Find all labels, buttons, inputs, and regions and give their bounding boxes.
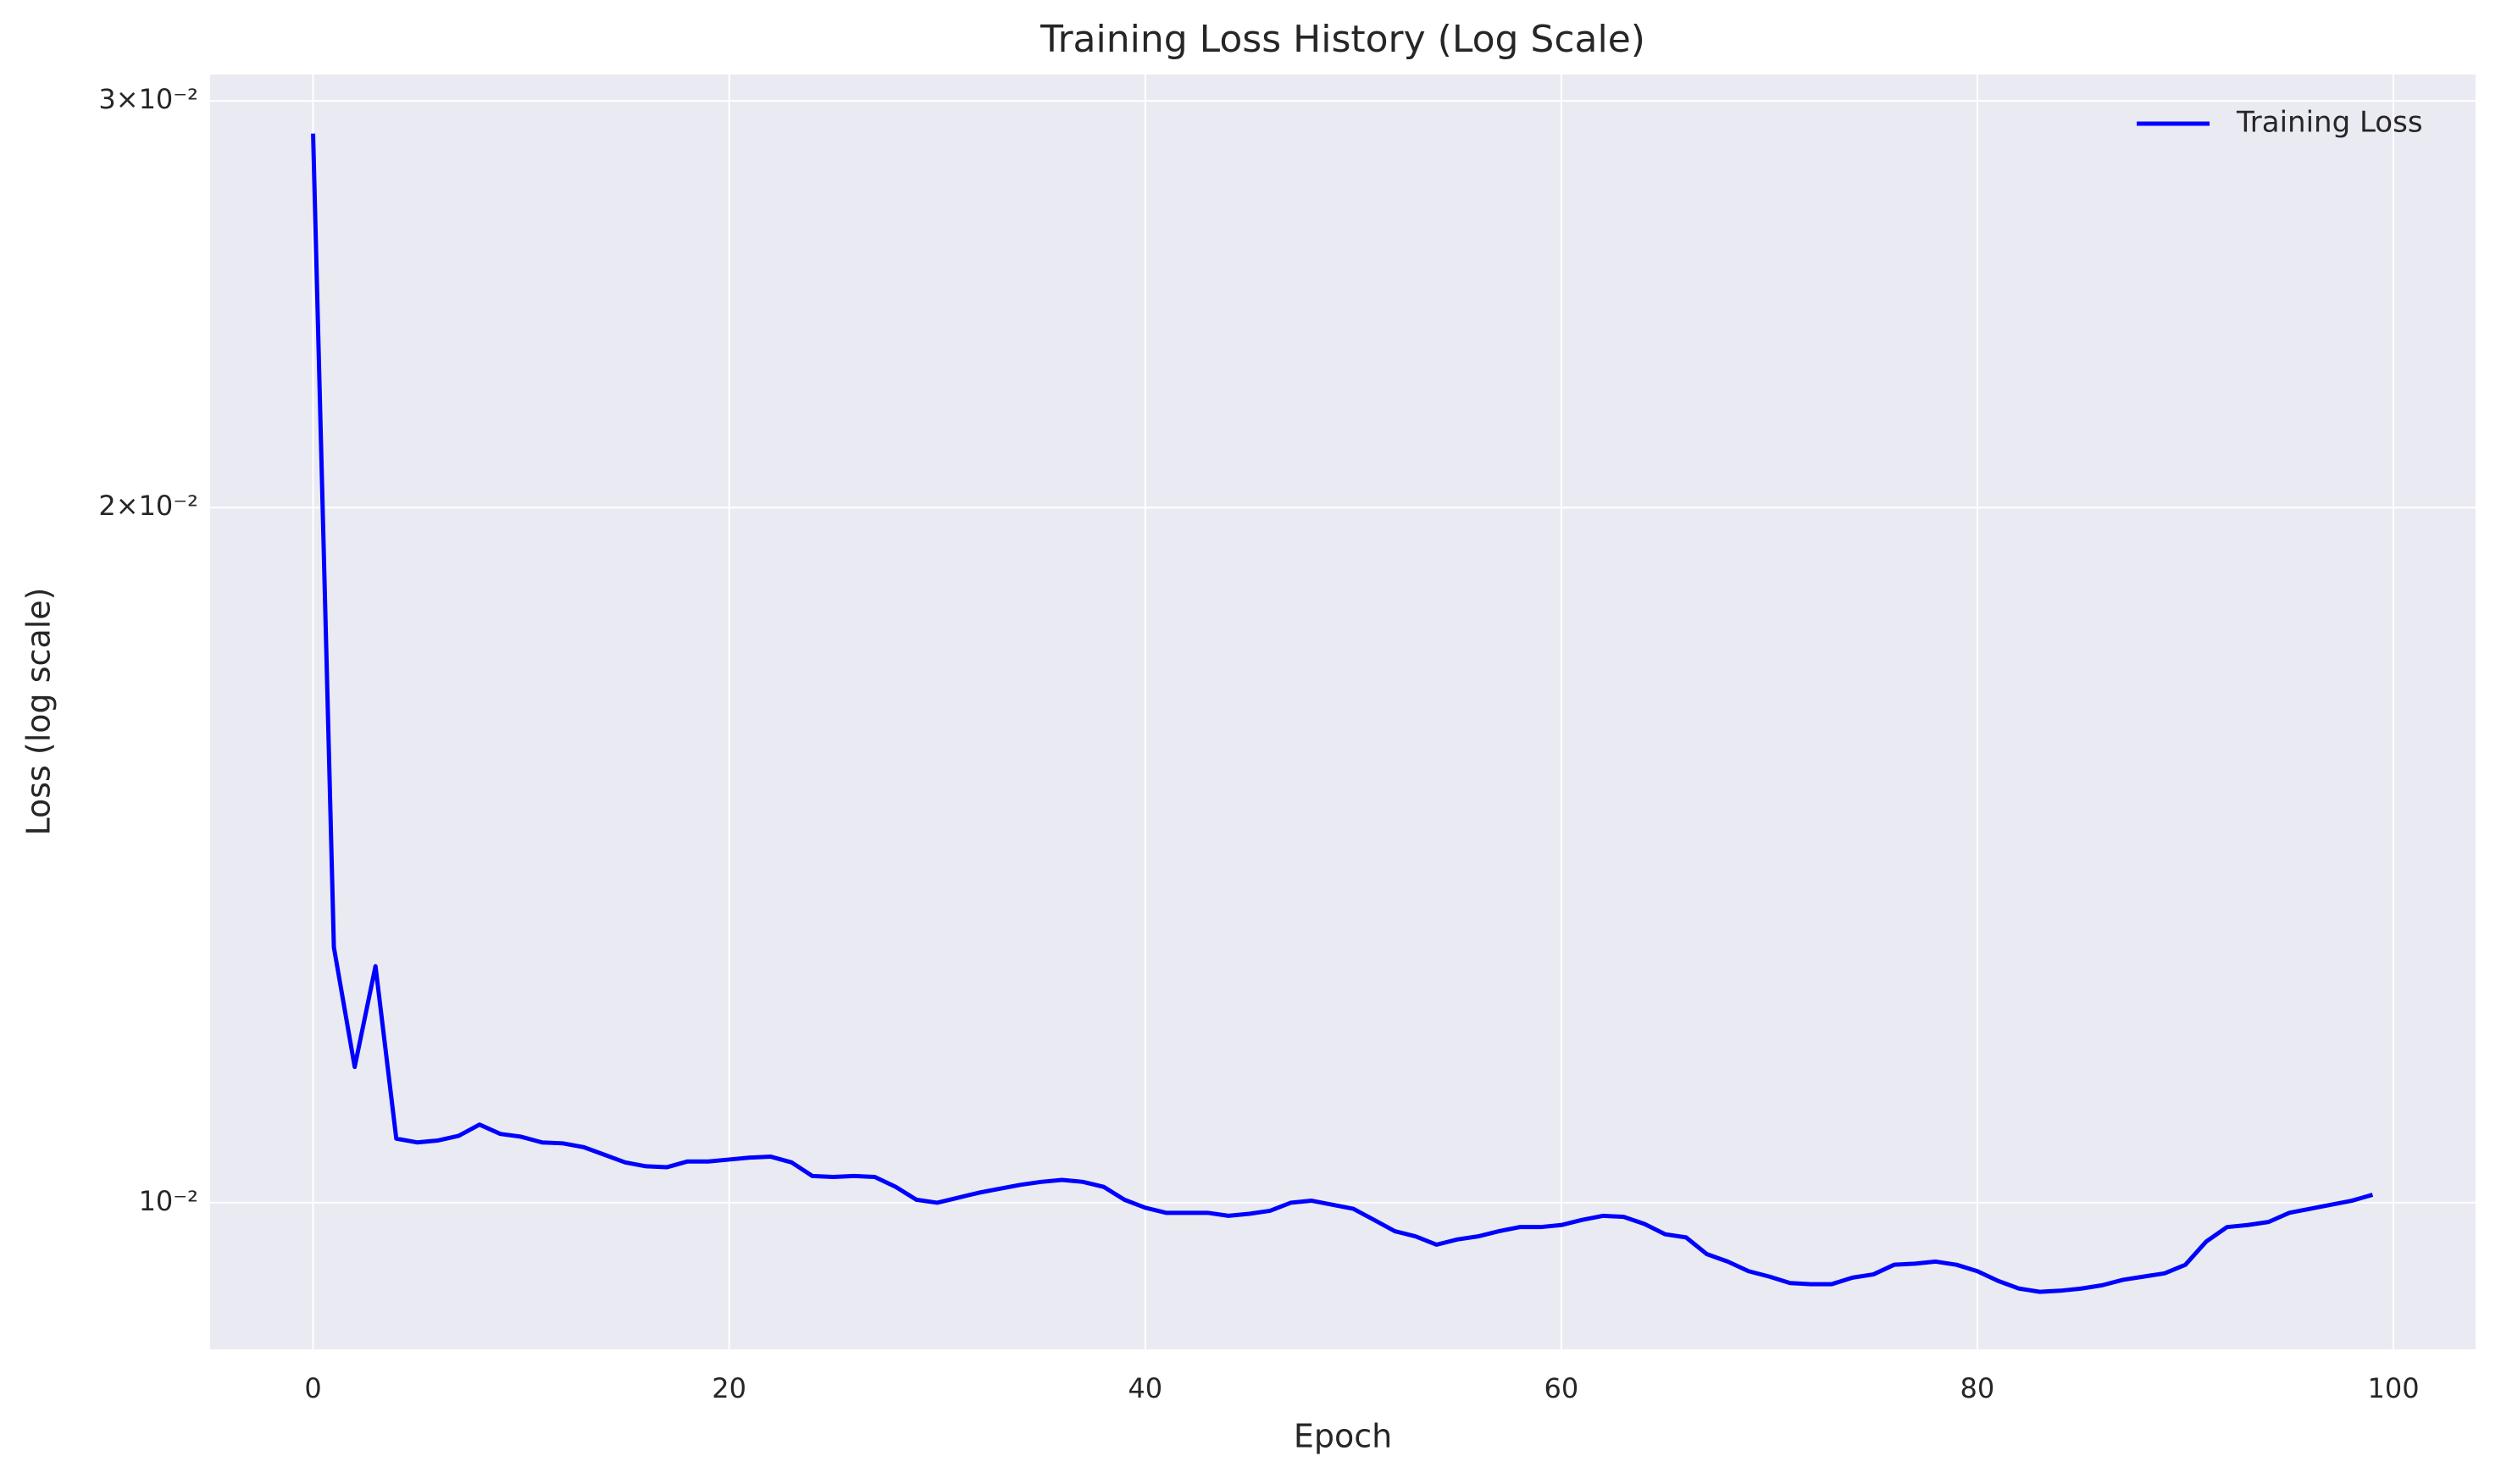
line-series	[311, 133, 2374, 1294]
plot-area	[210, 75, 2476, 1349]
x-tick-label: 0	[304, 1372, 321, 1404]
legend-label: Training Loss	[2236, 106, 2423, 140]
x-tick-label: 40	[1128, 1372, 1162, 1404]
x-axis-label: Epoch	[1294, 1418, 1392, 1455]
x-tick-label: 100	[2367, 1372, 2419, 1404]
chart-title: Training Loss History (Log Scale)	[1040, 18, 1645, 61]
y-axis-label: Loss (log scale)	[20, 588, 58, 836]
x-tick-label: 20	[712, 1372, 746, 1404]
x-tick-label: 80	[1960, 1372, 1995, 1404]
y-tick-label: 3×10⁻²	[98, 83, 198, 115]
y-tick-label: 2×10⁻²	[98, 490, 198, 522]
x-tick-label: 60	[1544, 1372, 1578, 1404]
y-tick-label: 10⁻²	[139, 1185, 198, 1217]
